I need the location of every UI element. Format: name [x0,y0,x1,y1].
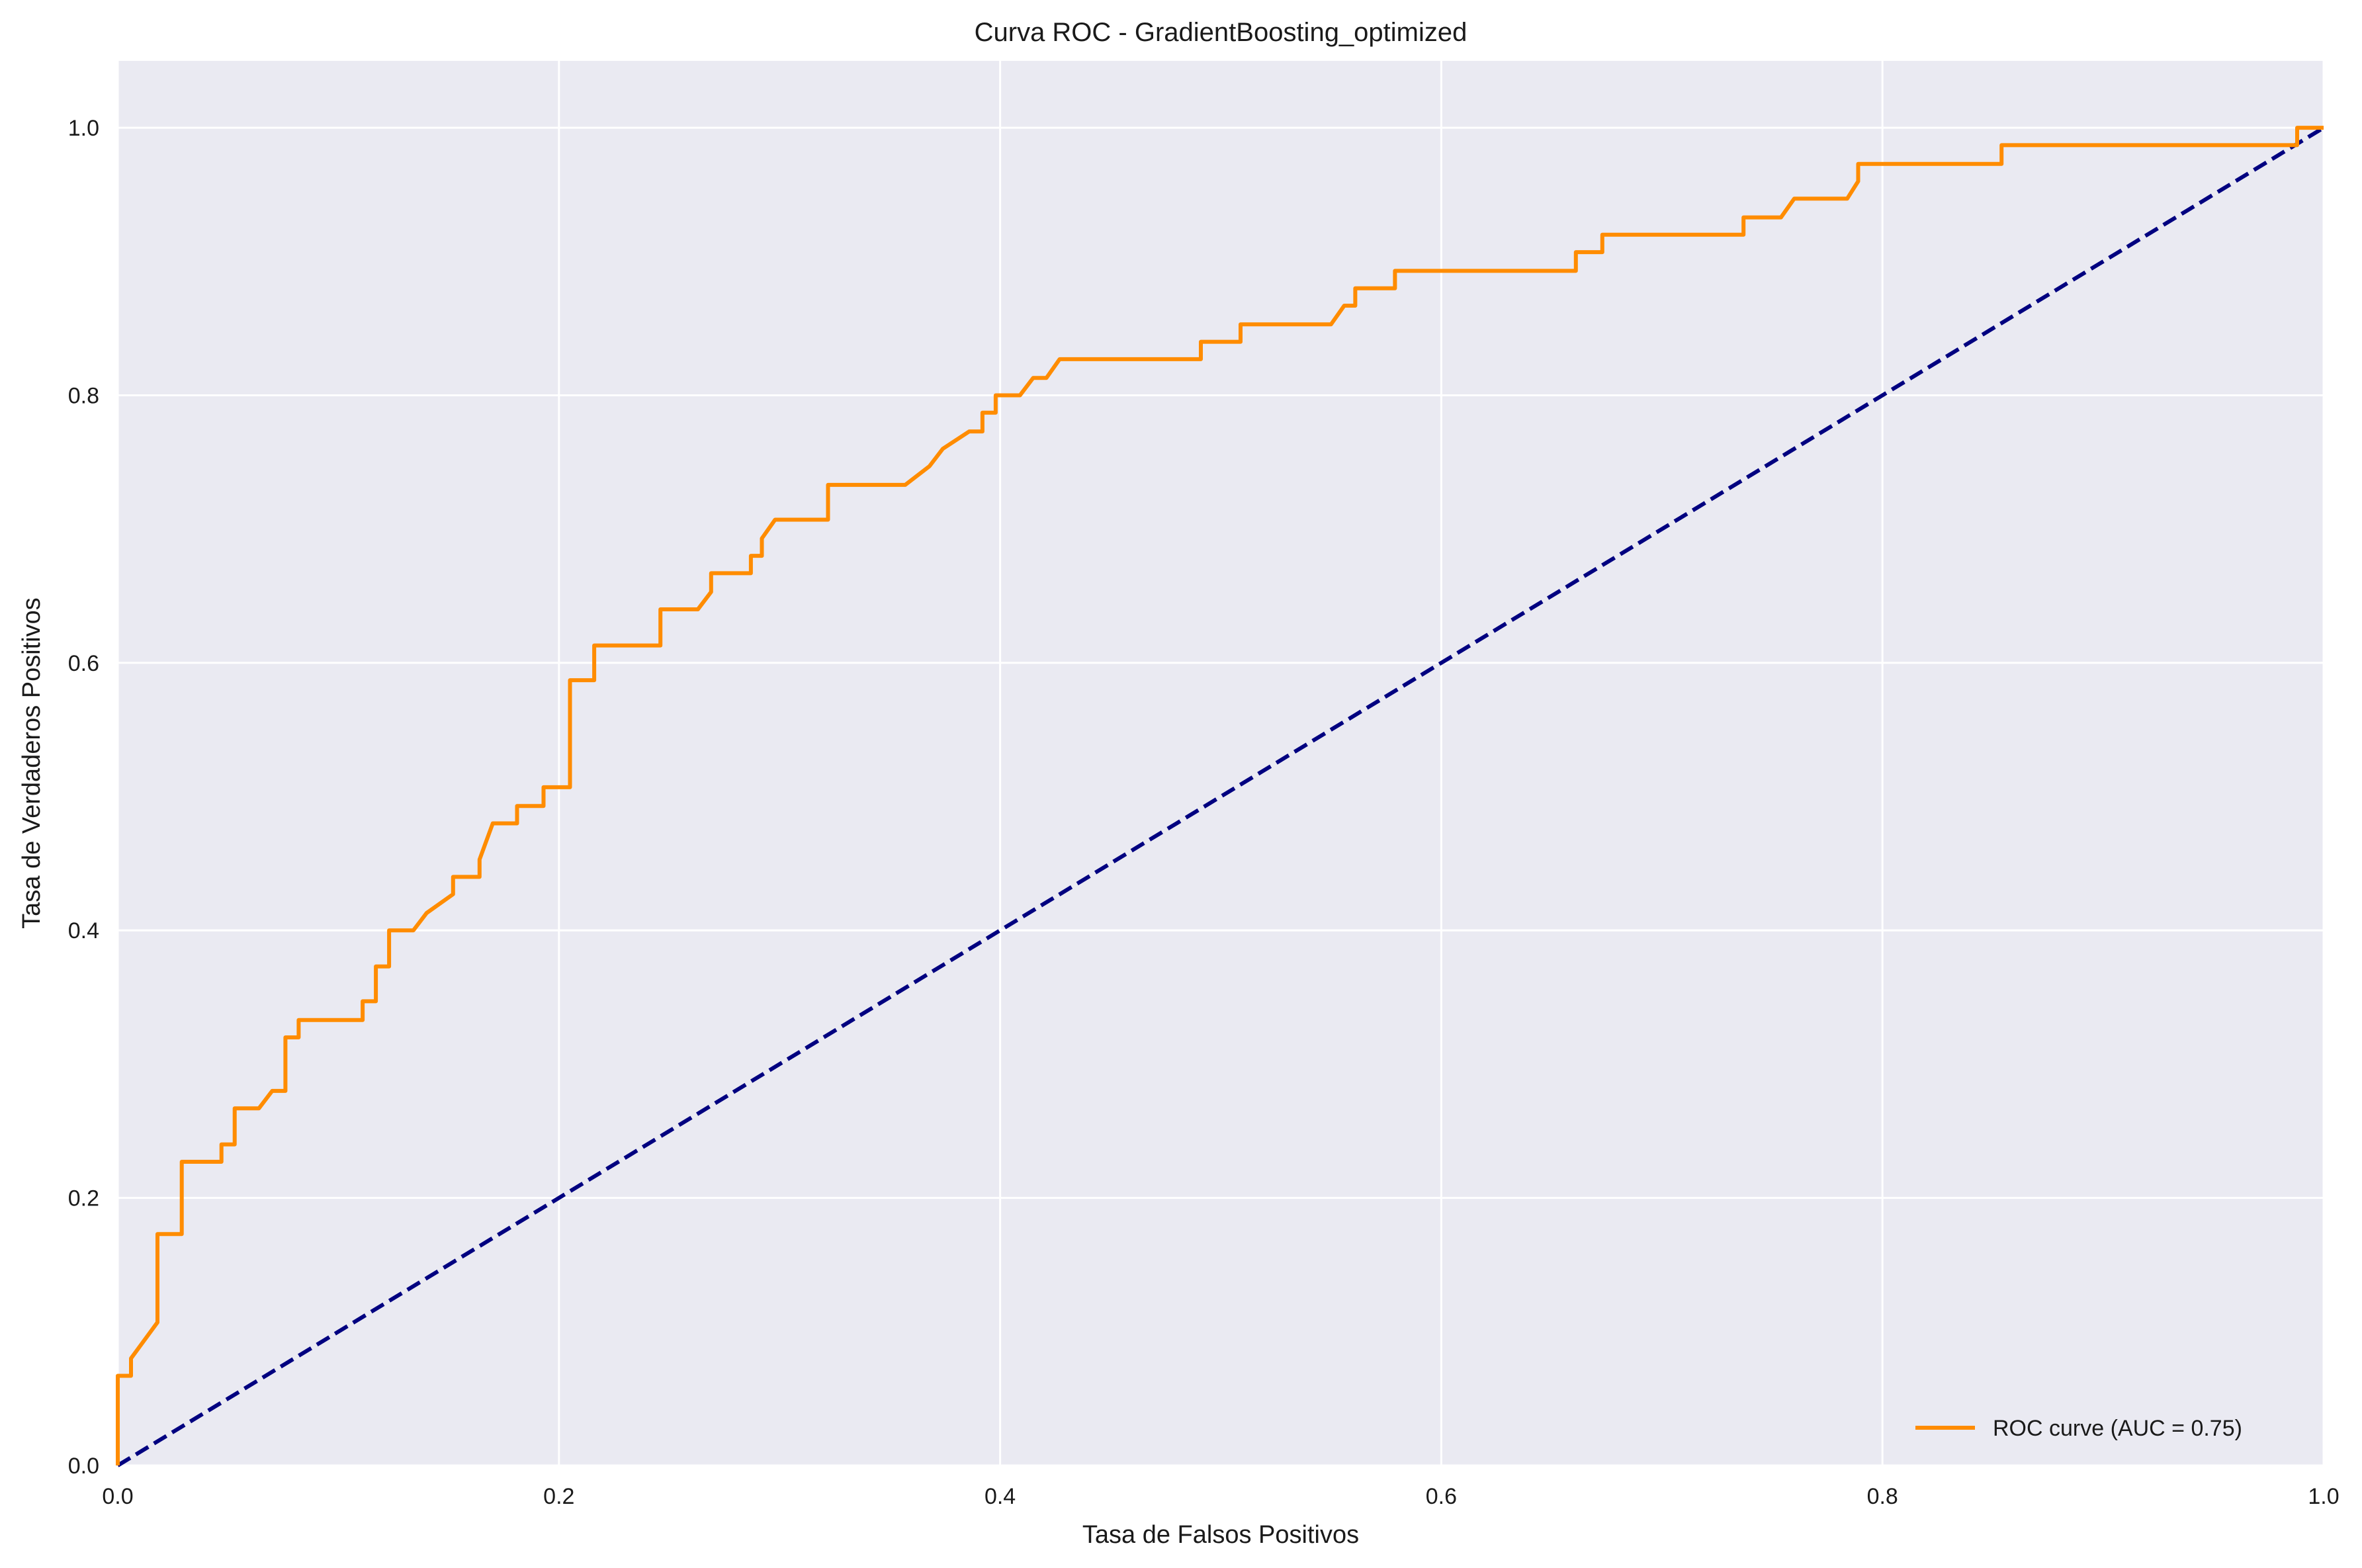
y-tick-label: 0.0 [68,1454,99,1479]
y-tick-label: 1.0 [68,116,99,141]
y-axis-ticks: 0.0 0.2 0.4 0.6 0.8 1.0 [68,116,99,1479]
y-tick-label: 0.2 [68,1186,99,1211]
chance-diagonal-line [116,126,2325,1467]
plot-background [118,61,2324,1465]
series-layer [116,126,2325,1467]
x-tick-label: 1.0 [2308,1484,2339,1509]
roc-curve-line [116,126,2324,1465]
x-tick-label: 0.4 [984,1484,1016,1509]
x-tick-label: 0.2 [543,1484,574,1509]
x-tick-label: 0.8 [1867,1484,1898,1509]
y-tick-label: 0.6 [68,651,99,676]
legend: ROC curve (AUC = 0.75) [1915,1416,2242,1441]
grid-lines [116,61,2325,1467]
x-tick-label: 0.6 [1426,1484,1457,1509]
x-axis-label: Tasa de Falsos Positivos [1082,1521,1359,1549]
y-axis-label: Tasa de Verdaderos Positivos [18,597,46,929]
chart-title: Curva ROC - GradientBoosting_optimized [975,18,1467,47]
y-tick-label: 0.4 [68,918,99,943]
x-tick-label: 0.0 [102,1484,133,1509]
x-axis-ticks: 0.0 0.2 0.4 0.6 0.8 1.0 [102,1484,2339,1509]
y-tick-label: 0.8 [68,383,99,408]
legend-label-roc: ROC curve (AUC = 0.75) [1993,1416,2242,1441]
